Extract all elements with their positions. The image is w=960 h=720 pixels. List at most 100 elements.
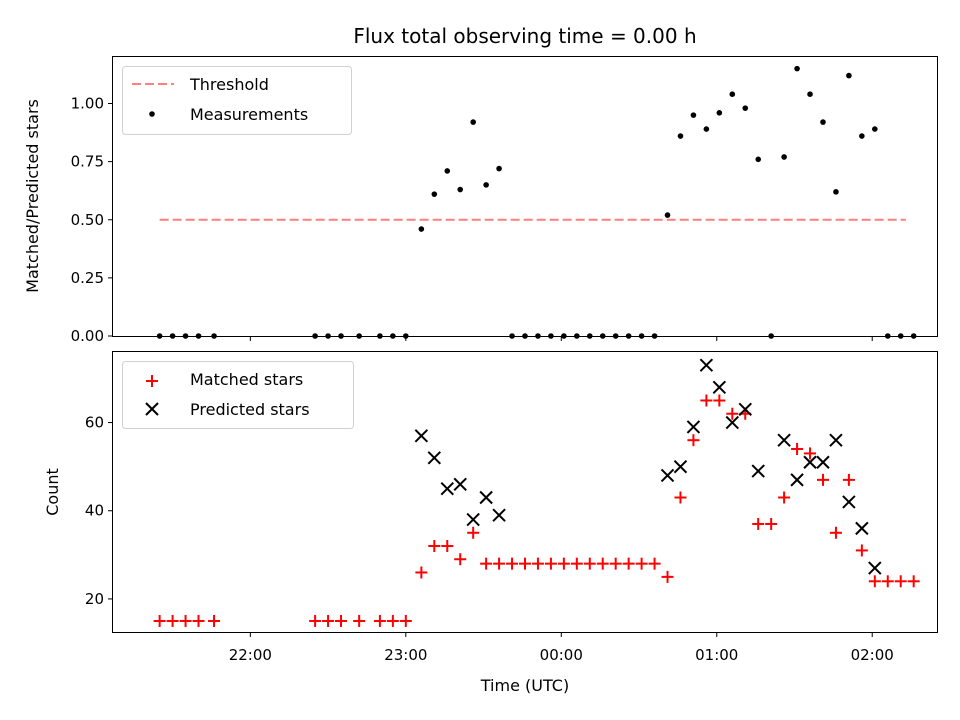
legend-predicted-swatch	[145, 402, 159, 416]
matched-star-point	[881, 575, 894, 588]
predicted-star-point	[479, 490, 493, 505]
matched-star-point	[493, 557, 506, 570]
measurement-point	[820, 119, 826, 125]
matched-star-point	[335, 614, 348, 627]
matched-star-point	[480, 557, 493, 570]
predicted-star-point	[492, 508, 506, 522]
measurement-point	[677, 133, 684, 139]
measurement-point	[716, 110, 723, 116]
matched-star-point	[648, 557, 661, 570]
matched-star-point	[519, 557, 531, 570]
matched-star-point	[153, 614, 166, 627]
measurement-point	[846, 72, 852, 79]
legend-matched-label: Matched stars	[190, 370, 303, 389]
matched-star-point	[700, 394, 713, 407]
predicted-star-point	[816, 455, 830, 469]
predicted-star-point	[751, 464, 765, 478]
bottom-legend: Matched stars Predicted stars	[122, 361, 354, 429]
matched-star-point	[373, 614, 386, 627]
predicted-star-point	[829, 433, 843, 447]
top-panel: 0.00 0.25 0.50 0.75 1.00 Matched/Predicted s…	[23, 56, 938, 345]
matched-star-point	[596, 557, 609, 570]
x-tick-label: 22:00	[229, 646, 272, 664]
measurement-point	[444, 168, 451, 174]
matched-star-point	[415, 566, 428, 579]
matched-star-point	[855, 544, 868, 557]
bottom-y-axis-label: Count	[43, 468, 62, 516]
matched-star-point	[192, 614, 205, 627]
matched-star-point	[454, 553, 467, 566]
measurement-point	[859, 133, 865, 139]
x-tick-label: 02:00	[851, 646, 894, 664]
matched-star-point	[506, 557, 519, 570]
predicted-star-point	[414, 429, 429, 443]
matched-star-point	[166, 614, 179, 627]
matched-star-point	[804, 447, 817, 460]
x-tick-label: 00:00	[540, 646, 583, 664]
matched-star-point	[208, 614, 221, 627]
bottom-y-axis: 20 40 60	[85, 414, 113, 608]
matched-star-point	[674, 491, 687, 504]
top-x-axis	[249, 336, 873, 341]
matched-star-point	[531, 557, 544, 570]
measurement-point	[664, 212, 671, 218]
measurement-point	[457, 186, 464, 193]
top-y-axis: 0.00 0.25 0.50 0.75 1.00	[71, 95, 113, 345]
chart-title: Flux total observing time = 0.00 h	[353, 24, 696, 48]
predicted-star-point	[686, 420, 701, 434]
matched-star-point	[816, 473, 829, 486]
legend-measurements-swatch	[149, 111, 155, 117]
legend-predicted-label: Predicted stars	[190, 400, 310, 419]
measurement-point	[755, 156, 762, 163]
predicted-star-point	[673, 459, 688, 474]
matched-star-point	[570, 557, 583, 570]
matched-star-point	[544, 557, 557, 570]
bottom-x-axis: 22:00 23:00 00:00 01:00 02:00	[229, 632, 894, 664]
y-tick-label: 1.00	[71, 95, 104, 113]
matched-star-point	[752, 517, 765, 530]
matched-star-point	[467, 526, 480, 539]
matched-star-point	[428, 540, 441, 553]
measurement-point	[703, 126, 710, 132]
matched-star-point	[179, 614, 192, 627]
y-tick-label: 60	[85, 414, 104, 432]
matched-star-point	[309, 614, 322, 627]
measurement-point	[807, 91, 813, 97]
y-tick-label: 40	[85, 502, 104, 520]
top-y-axis-label: Matched/Predicted stars	[23, 99, 42, 293]
measurement-point	[496, 165, 502, 172]
bottom-panel: 20 40 60 22:00 23:00 00:00 01:00 02:00 Count T…	[43, 351, 938, 695]
matched-star-point	[829, 526, 842, 539]
predicted-star-point	[738, 402, 752, 417]
measurement-point	[872, 126, 878, 132]
measurement-point	[431, 191, 438, 197]
measurement-point	[418, 226, 425, 232]
predicted-star-point	[660, 468, 675, 483]
top-legend: Threshold Measurements	[122, 66, 352, 135]
predicted-star-point	[427, 451, 442, 465]
top-axes-frame	[112, 56, 938, 337]
matched-star-point	[399, 614, 412, 627]
predicted-star-point	[725, 415, 740, 430]
matched-star-point	[713, 394, 726, 407]
matched-star-point	[778, 491, 791, 504]
bottom-axes-frame	[112, 351, 938, 633]
x-axis-label: Time (UTC)	[480, 676, 569, 695]
y-tick-label: 0.25	[71, 269, 104, 287]
top-legend-box	[122, 66, 352, 135]
predicted-star-point	[803, 455, 817, 469]
measurement-point	[470, 119, 476, 125]
measurement-point	[742, 105, 749, 111]
matched-star-point	[441, 540, 454, 553]
predicted-star-point	[842, 495, 856, 509]
predicted-star-point	[712, 380, 727, 394]
predicted-star-point	[868, 561, 882, 575]
matched-star-point	[868, 575, 881, 588]
legend-matched-swatch	[146, 375, 158, 387]
matched-star-point	[322, 614, 335, 627]
matched-star-point	[609, 557, 622, 570]
bottom-plot-area	[153, 358, 920, 627]
y-tick-label: 0.75	[71, 153, 104, 171]
bottom-legend-box	[122, 361, 354, 429]
